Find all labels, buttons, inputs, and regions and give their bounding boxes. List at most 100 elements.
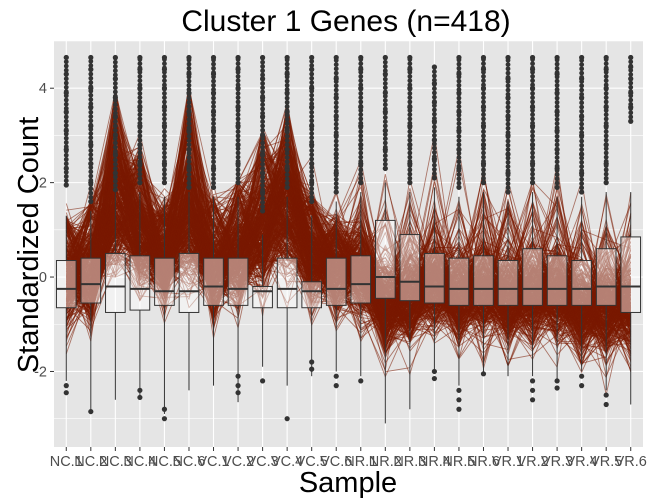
outlier-point <box>358 163 364 169</box>
outlier-point <box>407 146 413 152</box>
outlier-point <box>431 171 437 177</box>
outlier-point <box>333 185 339 191</box>
outlier-point <box>530 74 535 79</box>
outlier-point <box>211 167 216 173</box>
outlier-point <box>162 175 167 181</box>
outlier-point <box>211 138 216 144</box>
outlier-point <box>358 158 364 164</box>
outlier-point <box>407 180 413 186</box>
outlier-point <box>554 146 560 152</box>
outlier-point <box>530 163 535 169</box>
outlier-point <box>211 91 216 97</box>
outlier-point <box>186 116 192 122</box>
outlier-point <box>162 103 167 109</box>
outlier-point <box>112 187 118 193</box>
x-tick-label: NC.5 <box>148 454 181 470</box>
outlier-point <box>505 70 511 76</box>
outlier-point <box>284 112 290 118</box>
outlier-point <box>407 129 413 135</box>
gene-line <box>65 193 631 322</box>
outlier-point <box>284 91 290 97</box>
outlier-point <box>309 190 315 196</box>
outlier-point <box>211 172 216 178</box>
outlier-point <box>88 80 94 85</box>
outlier-point <box>333 113 339 118</box>
outlier-point <box>186 146 192 152</box>
x-tick-label: NC.1 <box>50 454 83 470</box>
outlier-point <box>88 152 94 158</box>
outlier-point <box>333 181 339 186</box>
gene-line <box>65 192 632 337</box>
outlier-point <box>284 150 290 156</box>
outlier-point <box>211 146 216 152</box>
outlier-point <box>431 107 437 113</box>
outlier-point <box>603 99 609 105</box>
outlier-point <box>358 124 364 130</box>
outlier-point <box>333 147 339 152</box>
outlier-point <box>137 180 143 186</box>
outlier-point <box>162 129 167 135</box>
outlier-point <box>530 78 535 84</box>
outlier-point <box>211 78 216 84</box>
outlier-point <box>358 378 364 384</box>
outlier-point <box>284 61 290 67</box>
outlier-point <box>505 134 511 140</box>
outlier-point <box>530 133 535 139</box>
outlier-point <box>137 150 143 156</box>
outlier-point <box>235 61 241 67</box>
x-tick-label: NR.1 <box>344 454 377 470</box>
gene-line <box>65 88 632 339</box>
outlier-point <box>407 163 413 169</box>
outlier-point <box>456 138 462 144</box>
box <box>276 257 298 309</box>
x-tick-label: VR.6 <box>615 454 647 470</box>
outlier-point <box>260 55 266 61</box>
outlier-point <box>137 158 143 164</box>
outlier-point <box>456 176 462 182</box>
outlier-point <box>579 147 585 152</box>
outlier-point <box>407 82 413 88</box>
outlier-point <box>309 173 315 179</box>
outlier-point <box>63 59 69 65</box>
outlier-point <box>162 167 167 173</box>
outlier-point <box>186 108 192 114</box>
outlier-point <box>505 74 511 80</box>
outlier-point <box>456 146 462 152</box>
box <box>325 257 347 306</box>
outlier-point <box>162 171 167 177</box>
outlier-point <box>358 167 364 173</box>
outlier-point <box>235 383 241 389</box>
outlier-point <box>358 116 364 122</box>
outlier-point <box>431 145 437 151</box>
outlier-point <box>456 133 462 139</box>
outlier-point <box>554 172 560 178</box>
outlier-point <box>554 133 560 139</box>
outlier-point <box>628 80 634 86</box>
outlier-point <box>529 378 536 384</box>
outlier-point <box>63 174 69 179</box>
outlier-point <box>579 125 585 131</box>
outlier-point <box>554 65 560 71</box>
outlier-point <box>162 137 167 143</box>
outlier-point <box>481 120 486 126</box>
boxplot-NR.4 <box>424 187 445 372</box>
outlier-point <box>309 143 315 149</box>
outlier-point <box>530 103 535 109</box>
outlier-point <box>88 114 94 119</box>
outlier-point <box>137 69 143 75</box>
outlier-point <box>235 74 241 79</box>
outlier-point <box>186 99 192 105</box>
outlier-point <box>309 101 315 107</box>
outlier-point <box>579 74 585 80</box>
boxplot-VR.1 <box>497 201 519 377</box>
outlier-point <box>603 171 609 177</box>
outlier-point <box>284 159 290 165</box>
outlier-point <box>211 184 216 190</box>
outlier-point <box>456 125 462 131</box>
outlier-point <box>333 176 339 182</box>
outlier-point <box>456 121 462 127</box>
outlier-point <box>628 110 634 116</box>
outlier-point <box>162 141 167 147</box>
outlier-point <box>382 140 388 146</box>
